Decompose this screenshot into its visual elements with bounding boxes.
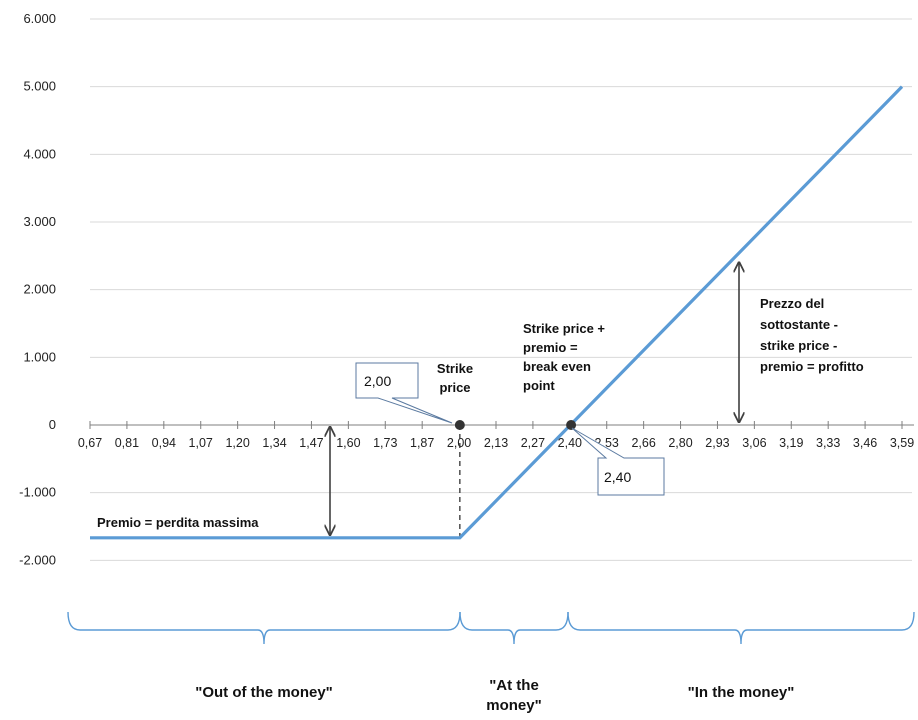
x-tick-label: 2,00: [447, 436, 471, 450]
regions: "Out of the money" "At the money" "In the m…: [67, 611, 915, 714]
region-brace: [67, 611, 461, 645]
x-tick-label: 0,81: [115, 436, 139, 450]
x-tick-labels: 0,67 0,81 0,94 1,07 1,20 1,34 1,47 1,60 1,73 1,87…: [78, 436, 914, 450]
callout-strike-box: [355, 362, 453, 424]
x-tick-label: 1,60: [336, 436, 360, 450]
y-tick-label: 5.000: [23, 79, 56, 94]
x-tick-label: 3,59: [890, 436, 914, 450]
x-tick-label: 2,93: [705, 436, 729, 450]
y-tick-label: -2.000: [19, 552, 56, 567]
series: [90, 85, 904, 540]
y-tick-label: 1.000: [23, 349, 56, 364]
x-tick-label: 3,19: [779, 436, 803, 450]
x-tick-label: 2,80: [668, 436, 692, 450]
x-tick-label: 1,73: [373, 436, 397, 450]
strike-price-label: Strike price: [437, 361, 473, 395]
x-tick-label: 1,20: [225, 436, 249, 450]
x-axis: [89, 421, 914, 429]
x-tick-label: 3,46: [853, 436, 877, 450]
premium-label: Premio = perdita massima: [97, 515, 259, 530]
payoff-line: [90, 85, 904, 540]
point-marker: [454, 420, 465, 430]
x-tick-label: 2,66: [631, 436, 655, 450]
region-label: "In the money": [688, 684, 795, 701]
x-tick-label: 1,07: [189, 436, 213, 450]
region-label: "At the money": [486, 677, 541, 714]
y-tick-label: 0: [49, 417, 56, 432]
y-tick-label: -1.000: [19, 485, 56, 500]
region-brace: [459, 611, 569, 645]
region-label: "Out of the money": [195, 684, 333, 701]
x-tick-label: 2,27: [521, 436, 545, 450]
x-tick-label: 0,67: [78, 436, 102, 450]
x-tick-label: 0,94: [152, 436, 176, 450]
y-tick-label: 2.000: [23, 282, 56, 297]
x-tick-label: 2,13: [484, 436, 508, 450]
x-tick-label: 2,40: [558, 436, 582, 450]
y-tick-label: 3.000: [23, 214, 56, 229]
callout-break-even-box: [571, 427, 665, 496]
x-tick-label: 1,87: [410, 436, 434, 450]
gridlines: [90, 18, 912, 561]
callout-strike-value: 2,00: [364, 373, 391, 389]
y-tick-label: 4.000: [23, 146, 56, 161]
x-tick-label: 3,33: [816, 436, 840, 450]
markers: [454, 420, 577, 430]
profit-label: Prezzo del sottostante -strike price -pre…: [760, 296, 864, 374]
callout-break-even-value: 2,40: [604, 469, 631, 485]
y-tick-label: 6.000: [23, 11, 56, 26]
annotations: Strike price Strike price + premio = break e…: [97, 263, 864, 535]
break-even-label: Strike price + premio = break even point: [523, 321, 605, 393]
y-tick-labels: 6.000 5.000 4.000 3.000 2.000 1.000 0 -1.000 -2.…: [19, 11, 56, 567]
x-tick-label: 3,06: [742, 436, 766, 450]
region-brace: [567, 611, 915, 645]
x-tick-label: 1,34: [262, 436, 286, 450]
point-marker: [566, 420, 577, 430]
x-tick-label: 1,47: [299, 436, 323, 450]
